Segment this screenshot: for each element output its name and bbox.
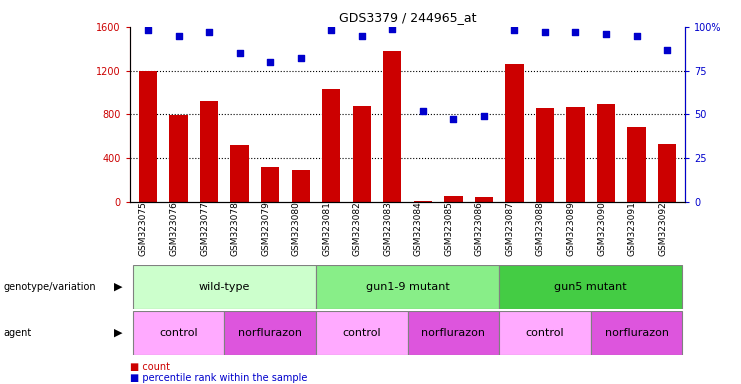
Text: GSM323087: GSM323087: [505, 202, 514, 257]
Point: [233, 50, 245, 56]
Bar: [505, 64, 524, 202]
Point: [508, 27, 520, 33]
Bar: [499, 311, 591, 355]
Point: [203, 29, 215, 35]
Text: GSM323077: GSM323077: [200, 202, 209, 257]
Point: [356, 33, 368, 39]
Bar: [316, 311, 408, 355]
Point: [478, 113, 490, 119]
Text: genotype/variation: genotype/variation: [4, 282, 96, 292]
Text: GSM323079: GSM323079: [261, 202, 270, 257]
Text: ■ count: ■ count: [130, 362, 170, 372]
Bar: [413, 201, 432, 202]
Point: [539, 29, 551, 35]
Bar: [200, 101, 219, 202]
Text: GSM323082: GSM323082: [353, 202, 362, 257]
Bar: [230, 145, 249, 202]
Bar: [322, 89, 340, 202]
Text: control: control: [159, 328, 198, 338]
Text: ■ percentile rank within the sample: ■ percentile rank within the sample: [130, 373, 307, 383]
Point: [448, 116, 459, 122]
Bar: [261, 167, 279, 202]
Text: GSM323092: GSM323092: [658, 202, 667, 257]
Text: GSM323078: GSM323078: [230, 202, 239, 257]
Point: [295, 55, 307, 61]
Bar: [291, 170, 310, 202]
Text: control: control: [342, 328, 381, 338]
Point: [417, 108, 429, 114]
Text: GSM323081: GSM323081: [322, 202, 331, 257]
Point: [570, 29, 582, 35]
Text: ▶: ▶: [114, 282, 122, 292]
Bar: [170, 115, 187, 202]
Text: ▶: ▶: [114, 328, 122, 338]
Point: [173, 33, 185, 39]
Bar: [499, 265, 682, 309]
Bar: [597, 104, 615, 202]
Bar: [133, 265, 316, 309]
Text: GSM323090: GSM323090: [597, 202, 606, 257]
Point: [600, 31, 612, 37]
Point: [325, 27, 337, 33]
Text: GSM323089: GSM323089: [567, 202, 576, 257]
Text: wild-type: wild-type: [199, 282, 250, 292]
Bar: [475, 197, 493, 202]
Bar: [444, 195, 462, 202]
Text: GSM323088: GSM323088: [536, 202, 545, 257]
Bar: [536, 108, 554, 202]
Point: [661, 46, 673, 53]
Text: GSM323091: GSM323091: [628, 202, 637, 257]
Text: norflurazon: norflurazon: [238, 328, 302, 338]
Bar: [408, 311, 499, 355]
Point: [142, 27, 154, 33]
Point: [631, 33, 642, 39]
Bar: [353, 106, 371, 202]
Text: norflurazon: norflurazon: [422, 328, 485, 338]
Bar: [658, 144, 677, 202]
Bar: [628, 127, 645, 202]
Point: [386, 26, 398, 32]
Text: GSM323080: GSM323080: [292, 202, 301, 257]
Bar: [566, 107, 585, 202]
Text: GSM323076: GSM323076: [170, 202, 179, 257]
Text: GSM323084: GSM323084: [413, 202, 423, 257]
Bar: [139, 71, 157, 202]
Bar: [591, 311, 682, 355]
Bar: [316, 265, 499, 309]
Text: gun5 mutant: gun5 mutant: [554, 282, 627, 292]
Text: control: control: [525, 328, 565, 338]
Bar: [133, 311, 225, 355]
Text: GSM323085: GSM323085: [445, 202, 453, 257]
Title: GDS3379 / 244965_at: GDS3379 / 244965_at: [339, 11, 476, 24]
Text: GSM323083: GSM323083: [383, 202, 392, 257]
Text: GSM323075: GSM323075: [139, 202, 148, 257]
Bar: [383, 51, 402, 202]
Text: norflurazon: norflurazon: [605, 328, 668, 338]
Text: GSM323086: GSM323086: [475, 202, 484, 257]
Text: agent: agent: [4, 328, 32, 338]
Bar: [225, 311, 316, 355]
Point: [265, 59, 276, 65]
Text: gun1-9 mutant: gun1-9 mutant: [365, 282, 450, 292]
